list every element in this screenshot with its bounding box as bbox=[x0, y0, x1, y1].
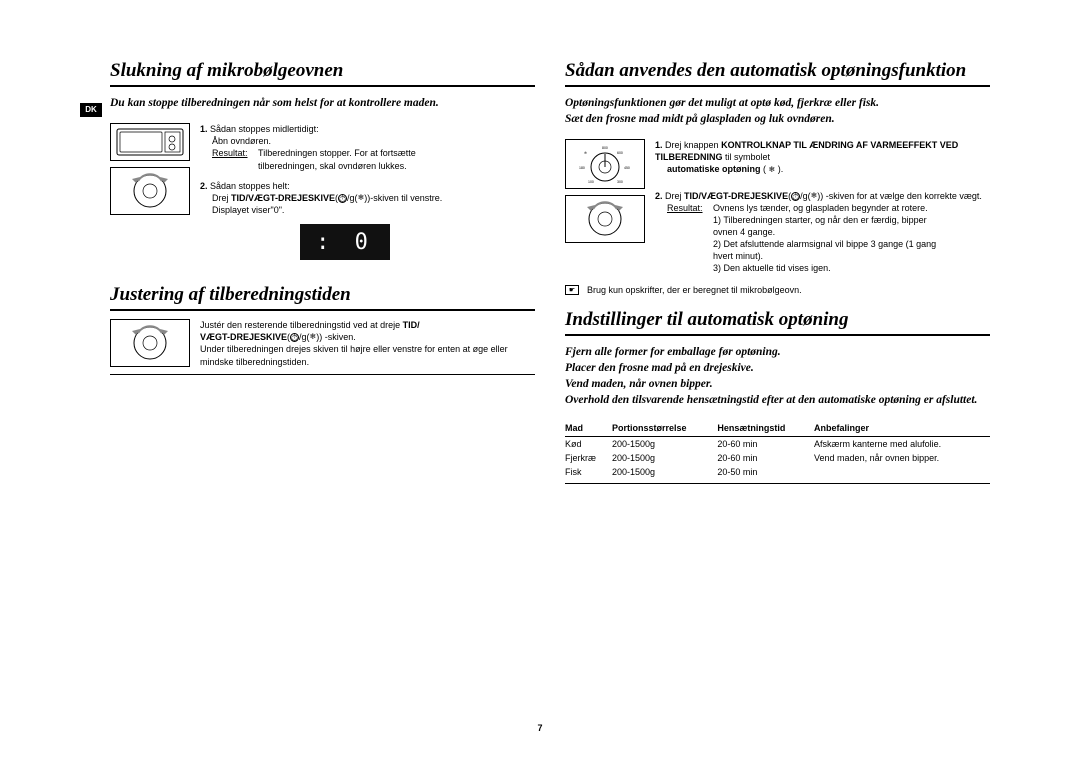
svg-text:300: 300 bbox=[617, 180, 623, 184]
step-line: Drej knappen bbox=[665, 140, 721, 150]
step-number: 1. bbox=[200, 124, 208, 134]
table-row: Fjerkræ 200-1500g 20-60 min Vend maden, … bbox=[565, 451, 990, 465]
svg-text:450: 450 bbox=[624, 166, 630, 170]
defrost-icon: ❄ bbox=[811, 191, 818, 202]
table-header-row: Mad Portionsstørrelse Hensætningstid Anb… bbox=[565, 420, 990, 437]
section-title-shutdown: Slukning af mikrobølgeovnen bbox=[110, 60, 535, 87]
step-number: 1. bbox=[655, 140, 663, 150]
step-line: -skiven for at vælge den korrekte vægt. bbox=[823, 191, 982, 201]
result-text: Tilberedningen stopper. For at fortsætte… bbox=[258, 147, 468, 171]
table-cell: Fisk bbox=[565, 465, 612, 479]
right-column: Sådan anvendes den automatisk optøningsf… bbox=[565, 60, 990, 500]
lcd-display: : 0 bbox=[300, 224, 390, 260]
svg-text:100: 100 bbox=[588, 180, 594, 184]
divider bbox=[110, 374, 535, 375]
step-line: -skiven til venstre. bbox=[370, 193, 442, 203]
note-icon: ☛ bbox=[565, 285, 579, 295]
dial-illustration bbox=[110, 167, 190, 215]
page-content: DK Slukning af mikrobølgeovnen Du kan st… bbox=[110, 60, 990, 500]
illustration-column bbox=[110, 123, 190, 215]
defrost-icon: ❄ bbox=[358, 193, 365, 204]
step-number: 2. bbox=[655, 191, 663, 201]
table-cell: Fjerkræ bbox=[565, 451, 612, 465]
note-row: ☛ Brug kun opskrifter, der er beregnet t… bbox=[565, 285, 990, 295]
section-title-defrost-settings: Indstillinger til automatisk optøning bbox=[565, 309, 990, 336]
table-header: Hensætningstid bbox=[717, 420, 814, 437]
step-line: Drej bbox=[665, 191, 684, 201]
step-line: til symbolet bbox=[723, 152, 771, 162]
page-number: 7 bbox=[537, 723, 542, 733]
oven-illustration bbox=[110, 123, 190, 161]
clock-icon: ⏱ bbox=[791, 192, 800, 201]
intro-line: Placer den frosne mad på en drejeskive. bbox=[565, 362, 754, 374]
step-line: Sådan stoppes midlertidigt: bbox=[210, 124, 319, 134]
dial-illustration bbox=[110, 319, 190, 367]
step-row: 800 600 450 300 100 180 ❄ bbox=[565, 139, 990, 274]
body-text: Under tilberedningen drejes skiven til h… bbox=[200, 344, 508, 366]
intro-line: Vend maden, når ovnen bipper. bbox=[565, 378, 713, 390]
step-text: 1. Sådan stoppes midlertidigt: Åbn ovndø… bbox=[200, 123, 535, 216]
clock-icon: ⏱ bbox=[290, 333, 299, 342]
table-cell: 200-1500g bbox=[612, 436, 717, 451]
result-item: 2) Det afsluttende alarmsignal vil bippe… bbox=[713, 239, 936, 261]
step-number: 2. bbox=[200, 181, 208, 191]
table-row: Kød 200-1500g 20-60 min Afskærm kanterne… bbox=[565, 436, 990, 451]
result-text: Ovnens lys tænder, og glaspladen begynde… bbox=[713, 203, 928, 213]
body-text: Justér den resterende tilberedningstid v… bbox=[200, 320, 403, 330]
table-cell: Vend maden, når ovnen bipper. bbox=[814, 451, 990, 465]
note-text: Brug kun opskrifter, der er beregnet til… bbox=[587, 285, 802, 295]
table-header: Anbefalinger bbox=[814, 420, 990, 437]
step-line: Sådan stoppes helt: bbox=[210, 181, 290, 191]
power-dial-illustration: 800 600 450 300 100 180 ❄ bbox=[565, 139, 645, 189]
section-title-autodefrost: Sådan anvendes den automatisk optøningsf… bbox=[565, 60, 990, 87]
step-row: Justér den resterende tilberedningstid v… bbox=[110, 319, 535, 368]
clock-icon: ⏱ bbox=[338, 194, 347, 203]
intro-shutdown: Du kan stoppe tilberedningen når som hel… bbox=[110, 95, 535, 111]
step-text: 1. Drej knappen KONTROLKNAP TIL ÆNDRING … bbox=[655, 139, 990, 274]
intro-line: Sæt den frosne mad midt på glaspladen og… bbox=[565, 113, 835, 125]
table-cell: 200-1500g bbox=[612, 465, 717, 479]
step-bold: automatiske optøning bbox=[667, 164, 761, 174]
table-cell: 200-1500g bbox=[612, 451, 717, 465]
table-cell: 20-50 min bbox=[717, 465, 814, 479]
svg-text:800: 800 bbox=[602, 146, 608, 150]
table-cell: Kød bbox=[565, 436, 612, 451]
svg-text:❄: ❄ bbox=[584, 151, 587, 155]
step-row: 1. Sådan stoppes midlertidigt: Åbn ovndø… bbox=[110, 123, 535, 216]
table-cell: 20-60 min bbox=[717, 436, 814, 451]
table-cell: Afskærm kanterne med alufolie. bbox=[814, 436, 990, 451]
step-line: Displayet viser"0". bbox=[212, 204, 284, 216]
table-cell bbox=[814, 465, 990, 479]
left-column: DK Slukning af mikrobølgeovnen Du kan st… bbox=[110, 60, 535, 500]
intro-defrost-settings: Fjern alle former for emballage før optø… bbox=[565, 344, 990, 408]
defrost-table: Mad Portionsstørrelse Hensætningstid Anb… bbox=[565, 420, 990, 479]
svg-text:180: 180 bbox=[579, 166, 585, 170]
divider bbox=[565, 483, 990, 484]
body-text: -skiven. bbox=[322, 332, 356, 342]
table-cell: 20-60 min bbox=[717, 451, 814, 465]
result-label: Resultat: bbox=[667, 203, 703, 213]
illustration-column: 800 600 450 300 100 180 ❄ bbox=[565, 139, 645, 243]
section-title-adjust: Justering af tilberedningstiden bbox=[110, 284, 535, 311]
table-header: Portionsstørrelse bbox=[612, 420, 717, 437]
defrost-icon: ❄ bbox=[769, 165, 776, 176]
intro-line: Optøningsfunktionen gør det muligt at op… bbox=[565, 97, 879, 109]
intro-line: Fjern alle former for emballage før optø… bbox=[565, 346, 781, 358]
step-line: Drej bbox=[212, 193, 231, 203]
step-bold: TID/VÆGT-DREJESKIVE bbox=[684, 191, 788, 201]
language-tab: DK bbox=[80, 103, 102, 117]
step-bold: TID/VÆGT-DREJESKIVE bbox=[231, 193, 335, 203]
intro-line: Overhold den tilsvarende hensætningstid … bbox=[565, 394, 977, 406]
table-row: Fisk 200-1500g 20-50 min bbox=[565, 465, 990, 479]
step-text: Justér den resterende tilberedningstid v… bbox=[200, 319, 535, 368]
svg-text:600: 600 bbox=[617, 151, 623, 155]
dial-illustration bbox=[565, 195, 645, 243]
table-header: Mad bbox=[565, 420, 612, 437]
result-item: 1) Tilberedningen starter, og når den er… bbox=[713, 215, 927, 237]
result-item: 3) Den aktuelle tid vises igen. bbox=[713, 263, 831, 273]
result-label: Resultat: bbox=[212, 148, 248, 158]
defrost-icon: ❄ bbox=[310, 332, 317, 343]
step-line: Åbn ovndøren. bbox=[212, 135, 271, 147]
intro-autodefrost: Optøningsfunktionen gør det muligt at op… bbox=[565, 95, 990, 127]
